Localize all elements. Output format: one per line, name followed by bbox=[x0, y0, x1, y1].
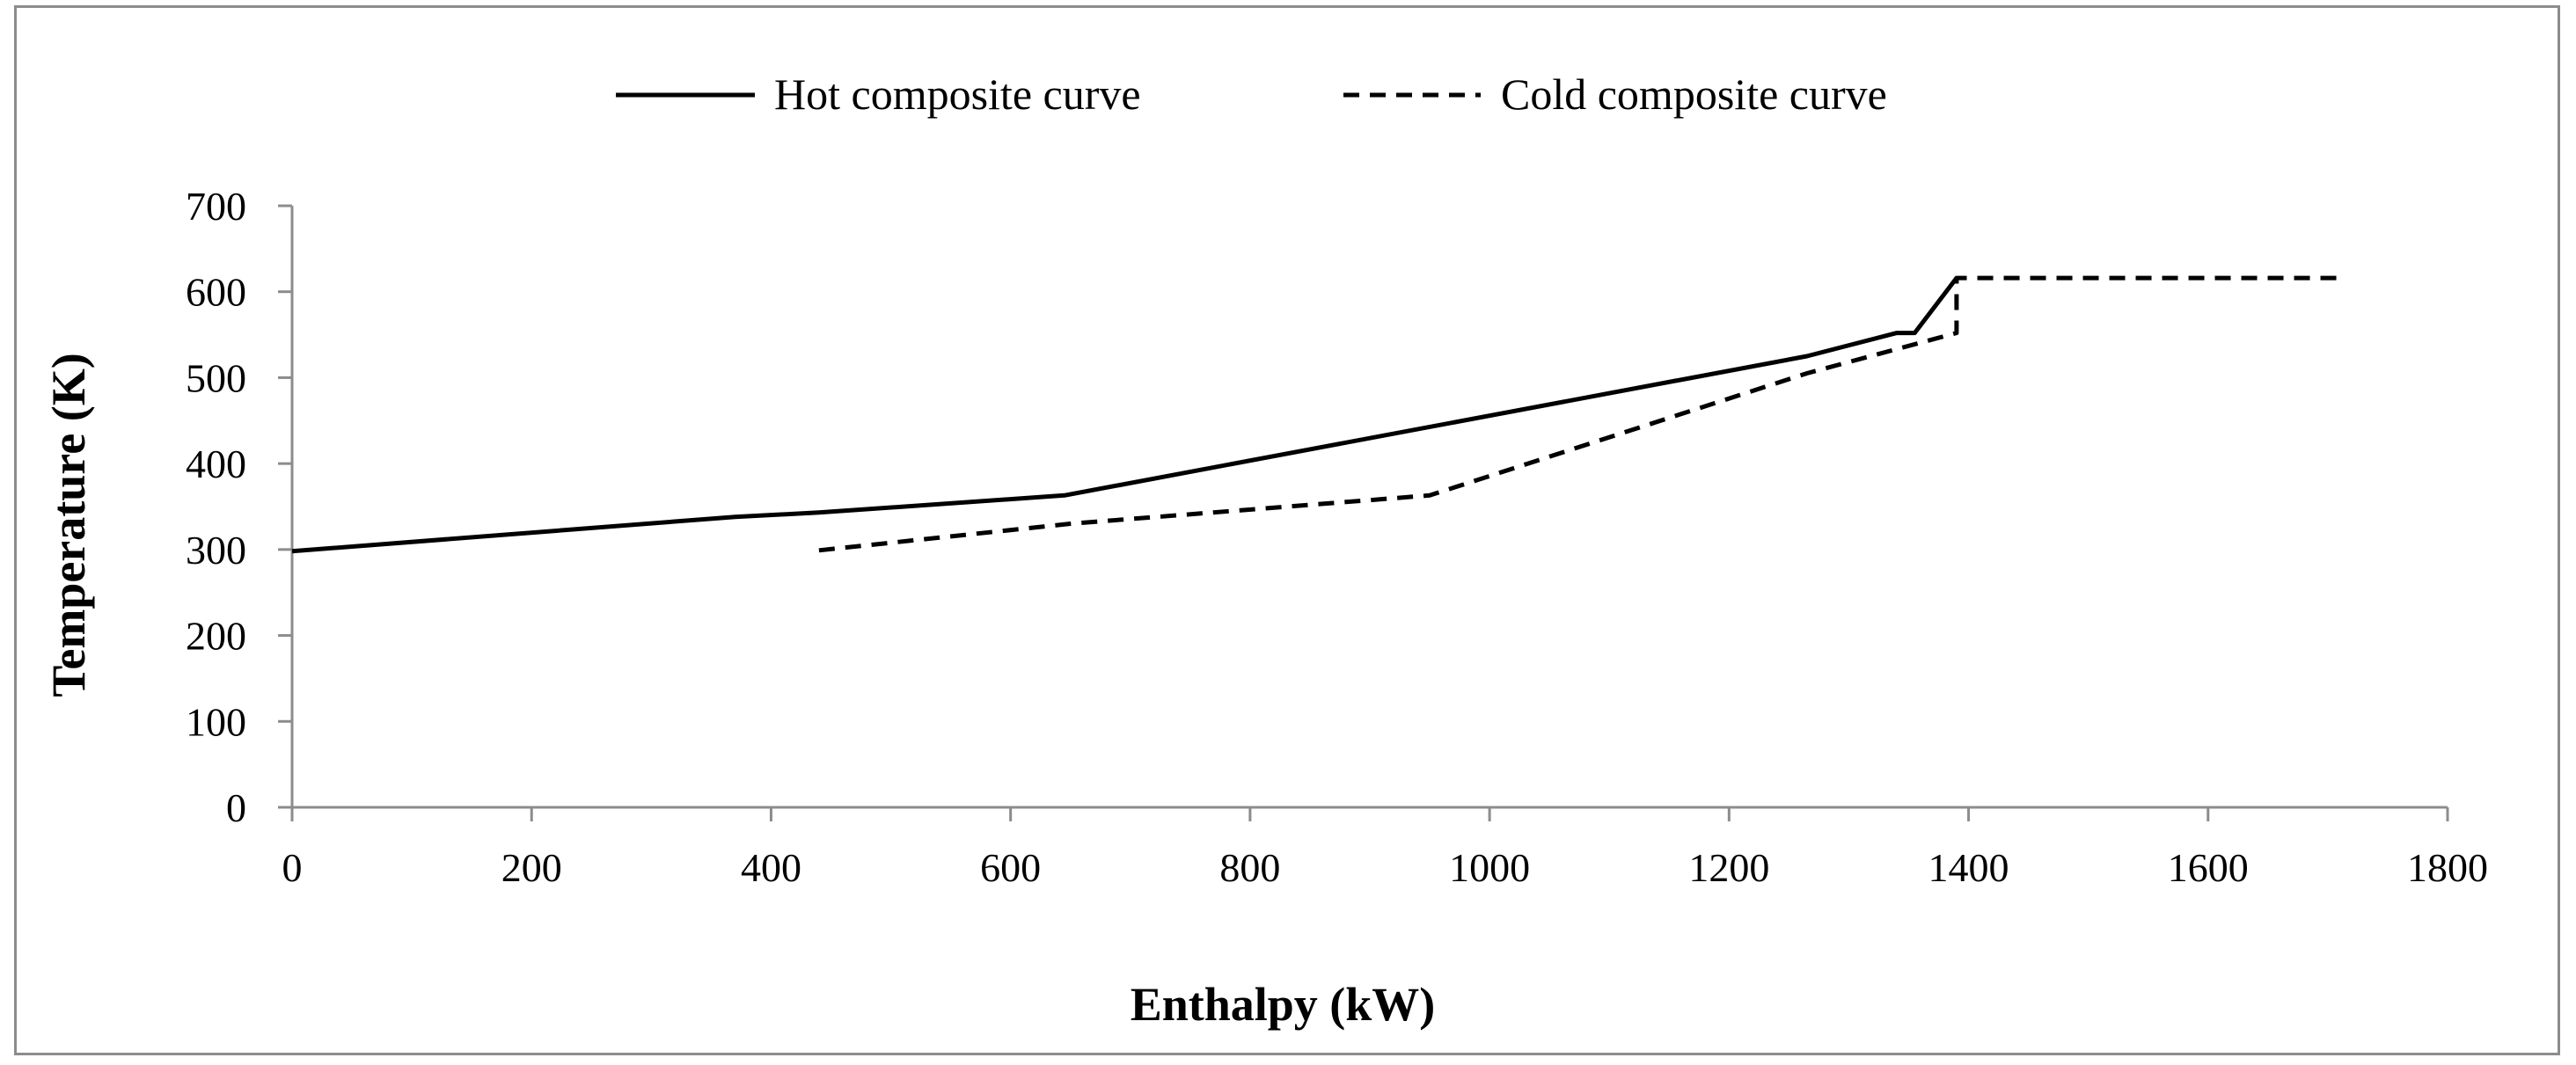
y-tick-label: 600 bbox=[186, 270, 246, 315]
hot-composite-curve-line bbox=[291, 276, 1958, 554]
series-group bbox=[291, 275, 2340, 554]
x-tick-label: 800 bbox=[1219, 845, 1280, 890]
y-tick-label: 100 bbox=[186, 699, 246, 744]
y-tick-label: 500 bbox=[186, 355, 246, 400]
legend-label-cold: Cold composite curve bbox=[1501, 69, 1887, 119]
x-tick-label: 1600 bbox=[2168, 845, 2249, 890]
y-tick-label: 200 bbox=[186, 614, 246, 659]
y-tick-label: 0 bbox=[226, 785, 246, 830]
cold-composite-curve-line bbox=[818, 275, 2340, 553]
legend: Hot composite curve Cold composite curve bbox=[616, 69, 1887, 119]
x-tick-label: 1000 bbox=[1449, 845, 1530, 890]
x-tick-label: 0 bbox=[282, 845, 303, 890]
y-tick-label: 400 bbox=[186, 441, 246, 486]
legend-label-hot: Hot composite curve bbox=[774, 69, 1141, 119]
x-tick-label: 1200 bbox=[1688, 845, 1769, 890]
x-tick-label: 400 bbox=[741, 845, 801, 890]
x-tick-label: 200 bbox=[501, 845, 562, 890]
y-tick-label: 700 bbox=[186, 184, 246, 229]
x-tick-label: 1400 bbox=[1928, 845, 2009, 890]
x-tick-label: 600 bbox=[980, 845, 1041, 890]
y-tick-label: 300 bbox=[186, 528, 246, 573]
x-axis-title: Enthalpy (kW) bbox=[1131, 978, 1436, 1031]
x-tick-label: 1800 bbox=[2407, 845, 2488, 890]
y-axis-title: Temperature (K) bbox=[42, 353, 95, 697]
axes: 0 100 200 300 400 500 600 700 0 200 400 600 800 1000 1… bbox=[186, 184, 2488, 890]
chart-frame bbox=[14, 5, 2560, 1055]
